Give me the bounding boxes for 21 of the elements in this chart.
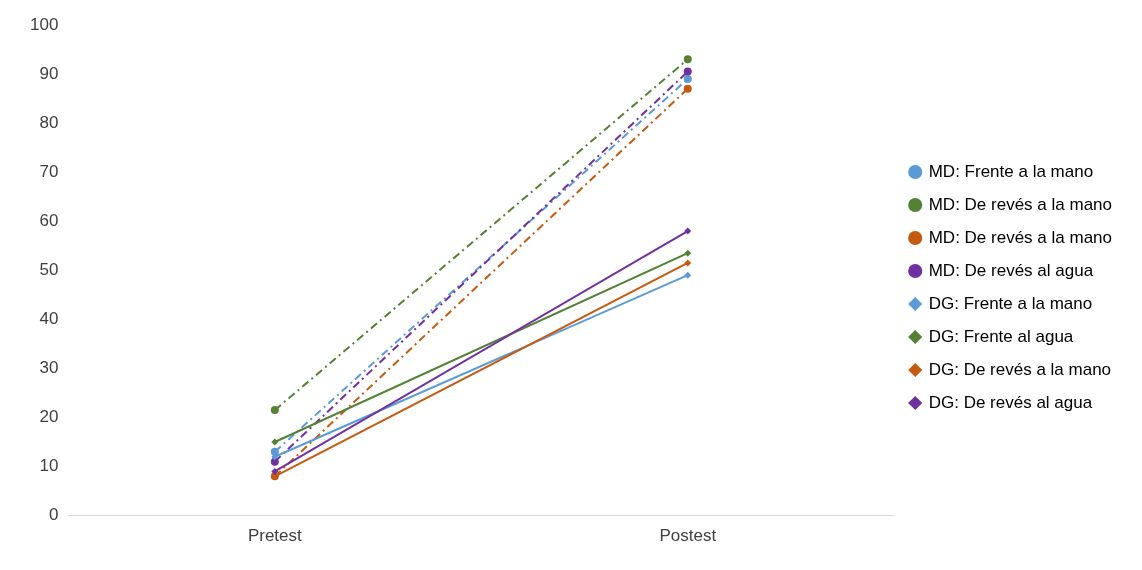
y-tick-label: 70 (39, 161, 59, 181)
y-tick-label: 20 (39, 407, 59, 427)
y-tick-label: 10 (39, 456, 59, 476)
y-tick-label: 0 (48, 505, 59, 525)
legend-label: MD: De revés al agua (928, 260, 1094, 280)
y-tick-label: 80 (39, 112, 59, 132)
x-tick-label: Pretest (247, 526, 303, 546)
legend-label: DG: De revés a la mano (928, 359, 1112, 379)
y-tick-label: 50 (39, 259, 59, 279)
legend-label: DG: De revés al agua (928, 392, 1093, 412)
y-tick-label: 60 (39, 210, 59, 230)
y-tick-label: 30 (39, 358, 59, 378)
legend-label: DG: Frente al agua (928, 326, 1074, 346)
y-tick-label: 90 (39, 63, 59, 83)
legend-label: MD: De revés a la mano (928, 227, 1113, 247)
y-tick-label: 100 (29, 14, 59, 34)
legend-label: DG: Frente a la mano (928, 293, 1093, 313)
legend-label: MD: De revés a la mano (928, 194, 1113, 214)
y-tick-label: 40 (39, 309, 59, 329)
x-tick-label: Postest (659, 526, 717, 546)
legend-label: MD: Frente a la mano (928, 161, 1094, 181)
